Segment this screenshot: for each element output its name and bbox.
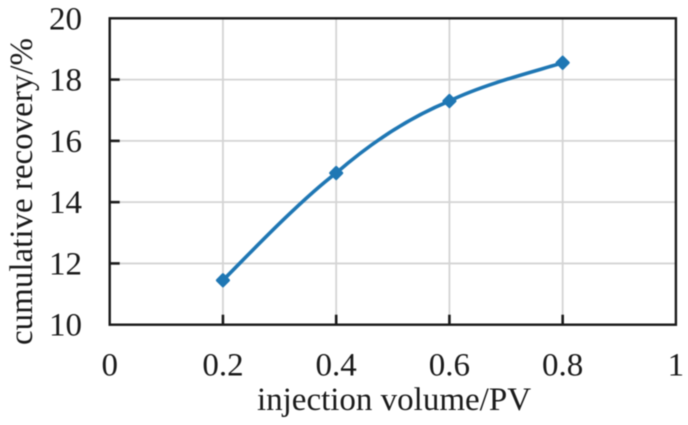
- svg-text:1: 1: [668, 348, 685, 384]
- svg-text:12: 12: [49, 246, 82, 282]
- svg-text:cumulative recovery/%: cumulative recovery/%: [4, 38, 40, 345]
- svg-text:20: 20: [49, 1, 82, 37]
- svg-text:0: 0: [101, 348, 118, 384]
- svg-text:10: 10: [49, 308, 82, 344]
- svg-text:18: 18: [49, 63, 82, 99]
- svg-text:0.8: 0.8: [542, 348, 583, 384]
- svg-text:0.6: 0.6: [429, 348, 470, 384]
- svg-text:14: 14: [49, 185, 82, 221]
- svg-text:injection volume/PV: injection volume/PV: [257, 382, 531, 418]
- svg-text:0.2: 0.2: [202, 348, 243, 384]
- svg-text:0.4: 0.4: [316, 348, 357, 384]
- svg-text:16: 16: [49, 124, 82, 160]
